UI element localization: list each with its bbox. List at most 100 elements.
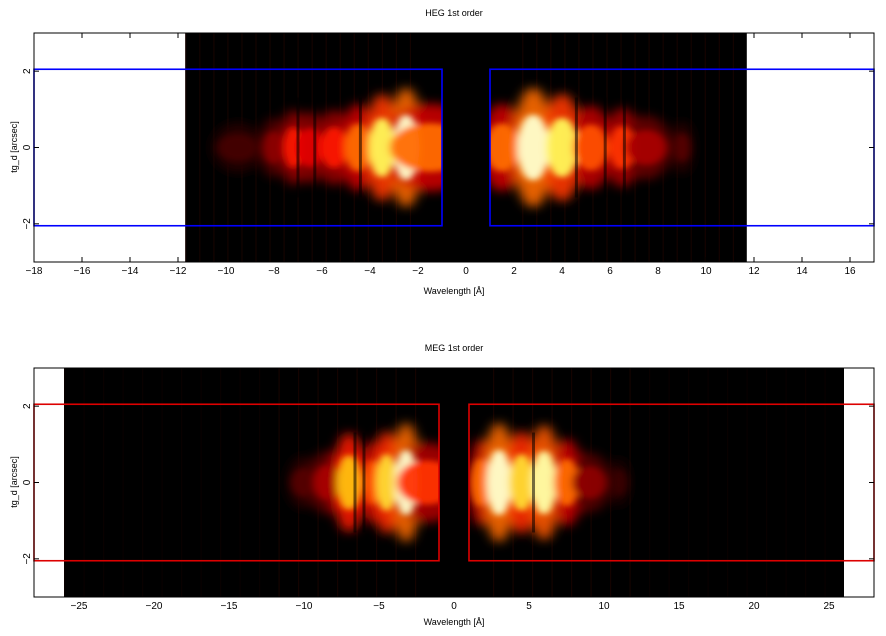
meg-x-tick-label: 15 [673, 601, 685, 612]
meg-core-blob [291, 468, 317, 497]
heg-x-ticks: −18 −16 −14 −12 −10 −8 −6 −4 −2 0 2 4 6 8 10 12 14 16 [26, 33, 856, 277]
heg-x-tick-label: 0 [463, 266, 469, 277]
heg-core-blob [517, 114, 550, 181]
meg-background-streak [278, 368, 280, 597]
heg-core-blob [217, 133, 259, 162]
meg-y-axis-label: tg_d [arcsec] [9, 456, 19, 508]
meg-background-streak [649, 368, 651, 597]
heg-y-tick-label: 2 [22, 68, 33, 74]
heg-y-ticks: −2 0 2 [22, 68, 874, 230]
meg-y-tick-label: 0 [22, 479, 33, 485]
meg-background-streak [142, 368, 144, 597]
heg-x-tick-label: 4 [559, 266, 565, 277]
meg-x-tick-label: −5 [373, 601, 385, 612]
heg-x-tick-label: −6 [316, 266, 328, 277]
heg-x-tick-label: −18 [26, 266, 43, 277]
meg-background-streak [824, 368, 826, 597]
heg-x-tick-label: −10 [218, 266, 235, 277]
meg-title: MEG 1st order [425, 343, 484, 353]
meg-x-tick-label: 20 [748, 601, 760, 612]
meg-y-tick-label: 2 [22, 403, 33, 409]
heg-x-tick-label: 10 [700, 266, 712, 277]
heg-x-tick-label: −12 [170, 266, 187, 277]
heg-x-tick-label: −14 [122, 266, 139, 277]
meg-x-tick-label: −25 [71, 601, 88, 612]
meg-core-blob [611, 469, 627, 496]
meg-x-tick-label: 25 [823, 601, 835, 612]
meg-core-blob [470, 458, 492, 507]
meg-background-streak [83, 368, 85, 597]
meg-x-tick-label: 10 [598, 601, 610, 612]
meg-core-blob [375, 453, 398, 512]
heg-core-blob [296, 127, 324, 168]
meg-dark-line [353, 432, 357, 533]
heg-x-tick-label: −16 [74, 266, 91, 277]
meg-background-streak [239, 368, 241, 597]
meg-background-streak [727, 368, 729, 597]
heg-y-tick-label: −2 [22, 218, 33, 230]
heg-zero-order-gap [442, 33, 490, 262]
meg-background-streak [785, 368, 787, 597]
heg-x-tick-label: −2 [412, 266, 424, 277]
meg-background-streak [220, 368, 222, 597]
meg-y-tick-label: −2 [22, 553, 33, 565]
heg-x-tick-label: 2 [511, 266, 517, 277]
meg-x-tick-label: −15 [221, 601, 238, 612]
meg-core-blob [363, 459, 380, 506]
meg-panel: MEG 1st order −25 −2 0 −15 −10 −5 0 5 10 15 20 25 −… [9, 343, 875, 627]
heg-title: HEG 1st order [425, 8, 483, 18]
heg-dark-line [622, 97, 626, 198]
meg-background-streak [805, 368, 807, 597]
meg-x-ticks: −25 −20 −15 −10 −5 0 5 10 15 20 25 [71, 368, 835, 612]
meg-dark-line [532, 432, 535, 533]
heg-dark-line [296, 97, 300, 198]
meg-core-blob [531, 450, 557, 515]
meg-background-streak [64, 368, 66, 597]
heg-core-blob [573, 124, 609, 171]
meg-core-blob [336, 455, 362, 510]
heg-core-blob [320, 126, 348, 169]
heg-heatmap-image [185, 33, 747, 262]
meg-x-tick-label: −10 [296, 601, 313, 612]
heg-x-tick-label: 14 [796, 266, 808, 277]
meg-x-tick-label: 0 [451, 601, 457, 612]
heg-x-tick-label: −8 [268, 266, 280, 277]
meg-dark-line [362, 432, 366, 533]
heg-dark-line [358, 97, 362, 198]
meg-core-blob [313, 464, 340, 501]
heg-x-tick-label: −4 [364, 266, 376, 277]
heg-y-tick-label: 0 [22, 144, 33, 150]
heg-dark-line [313, 97, 317, 198]
meg-background-streak [766, 368, 768, 597]
meg-background-streak [629, 368, 631, 597]
meg-y-ticks: −2 0 2 [22, 403, 874, 565]
heg-background-streak [185, 33, 187, 262]
meg-background-streak [746, 368, 748, 597]
heg-x-tick-label: 16 [844, 266, 856, 277]
heg-background-streak [732, 33, 734, 262]
heg-x-tick-label: 12 [748, 266, 760, 277]
meg-background-streak [707, 368, 709, 597]
meg-background-streak [122, 368, 124, 597]
heg-panel: HEG 1st order −18 −16 −14 −12 −10 −8 −6 −4 −2 0 2 4… [9, 8, 875, 296]
heg-core-blob [368, 117, 396, 178]
meg-background-streak [259, 368, 261, 597]
heg-core-blob [608, 125, 636, 170]
meg-background-streak [103, 368, 105, 597]
heg-background-streak [199, 33, 201, 262]
meg-background-streak [688, 368, 690, 597]
meg-background-streak [668, 368, 670, 597]
meg-core-blob [486, 449, 512, 516]
heg-x-tick-label: 6 [607, 266, 613, 277]
heg-dark-line [603, 97, 607, 198]
meg-background-streak [200, 368, 202, 597]
heg-background-streak [704, 33, 706, 262]
heg-core-blob [263, 131, 285, 164]
heg-y-axis-label: tg_d [arcsec] [9, 121, 19, 173]
heg-dark-line [574, 97, 578, 198]
meg-core-blob [572, 466, 606, 499]
meg-core-blob [508, 453, 535, 512]
meg-x-tick-label: 5 [526, 601, 532, 612]
meg-zero-order-gap [439, 368, 469, 597]
